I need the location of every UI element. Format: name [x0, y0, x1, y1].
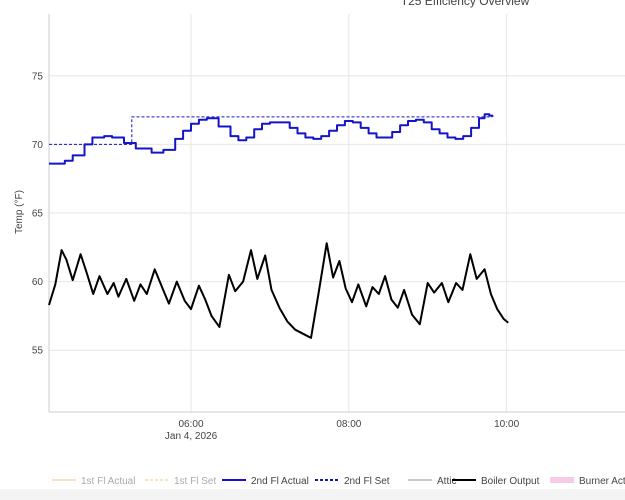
legend-item-2[interactable]: 2nd Fl Actual — [222, 476, 309, 487]
series-line-2 — [49, 113, 494, 165]
y-tick-label: 70 — [32, 140, 44, 151]
series — [48, 113, 509, 339]
series-line-3 — [49, 116, 493, 145]
y-axis-ticks: 55 60 65 70 75 — [32, 71, 44, 356]
grid — [49, 14, 625, 412]
legend-item-3[interactable]: 2nd Fl Set — [315, 476, 390, 487]
y-axis-title: Temp (°F) — [14, 190, 25, 234]
legend-label: Boiler Output — [481, 476, 540, 487]
y-tick-label: 55 — [32, 346, 44, 357]
chart-title: T25 Efficiency Overview — [401, 0, 530, 8]
x-tick-sublabel: Jan 4, 2026 — [165, 431, 218, 442]
x-tick-label: 08:00 — [336, 419, 361, 430]
legend-label: 2nd Fl Set — [344, 476, 390, 487]
x-tick-label: 10:00 — [494, 419, 519, 430]
legend: 1st Fl Actual 1st Fl Set 2nd Fl Actual 2nd … — [52, 476, 625, 487]
legend-label: 1st Fl Set — [174, 476, 216, 487]
legend-label: Attic — [437, 476, 456, 487]
legend-label: 1st Fl Actual — [81, 476, 135, 487]
x-tick-label: 06:00 — [179, 419, 204, 430]
footer-strip — [0, 489, 625, 500]
y-tick-label: 60 — [32, 277, 44, 288]
legend-item-0[interactable]: 1st Fl Actual — [52, 476, 135, 487]
y-tick-label: 75 — [32, 71, 44, 82]
legend-item-5[interactable]: Boiler Output — [452, 476, 540, 487]
legend-item-6[interactable]: Burner Act — [550, 476, 625, 487]
legend-label: 2nd Fl Actual — [251, 476, 309, 487]
series-line-5 — [48, 242, 509, 339]
legend-swatch — [550, 477, 574, 483]
legend-item-1[interactable]: 1st Fl Set — [145, 476, 216, 487]
legend-item-4[interactable]: Attic — [408, 476, 456, 487]
legend-label: Burner Act — [579, 476, 625, 487]
y-tick-label: 65 — [32, 209, 44, 220]
